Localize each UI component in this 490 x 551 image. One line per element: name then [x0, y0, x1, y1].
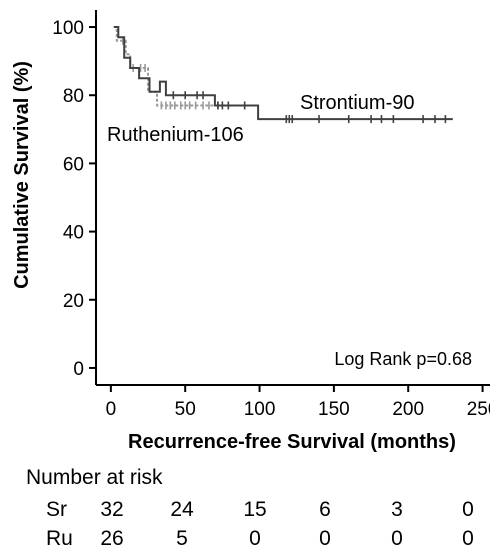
- log-rank-annotation: Log Rank p=0.68: [334, 349, 472, 369]
- x-tick-label: 250: [467, 399, 490, 420]
- x-tick-label: 50: [175, 399, 196, 420]
- y-tick-label: 40: [63, 223, 84, 244]
- series-label-strontium: Strontium-90: [300, 92, 415, 114]
- axes: 0 20 40 60 80 100 0 50 100 150 200 250: [52, 10, 490, 420]
- x-tick-label: 200: [392, 399, 424, 420]
- y-tick-label: 80: [63, 86, 84, 107]
- series-layer: [113, 26, 453, 124]
- x-tick-label: 0: [106, 399, 117, 420]
- series-label-ruthenium: Ruthenium-106: [107, 124, 244, 146]
- x-tick-label: 100: [244, 399, 276, 420]
- y-tick-label: 100: [52, 18, 84, 39]
- y-tick-label: 60: [63, 154, 84, 175]
- y-tick-label: 0: [73, 359, 84, 380]
- x-tick-label: 150: [318, 399, 350, 420]
- y-tick-label: 20: [63, 291, 84, 312]
- y-axis-title: Cumulative Survival (%): [11, 61, 33, 289]
- series-line-0: [113, 26, 453, 121]
- x-axis-title: Recurrence-free Survival (months): [128, 431, 456, 453]
